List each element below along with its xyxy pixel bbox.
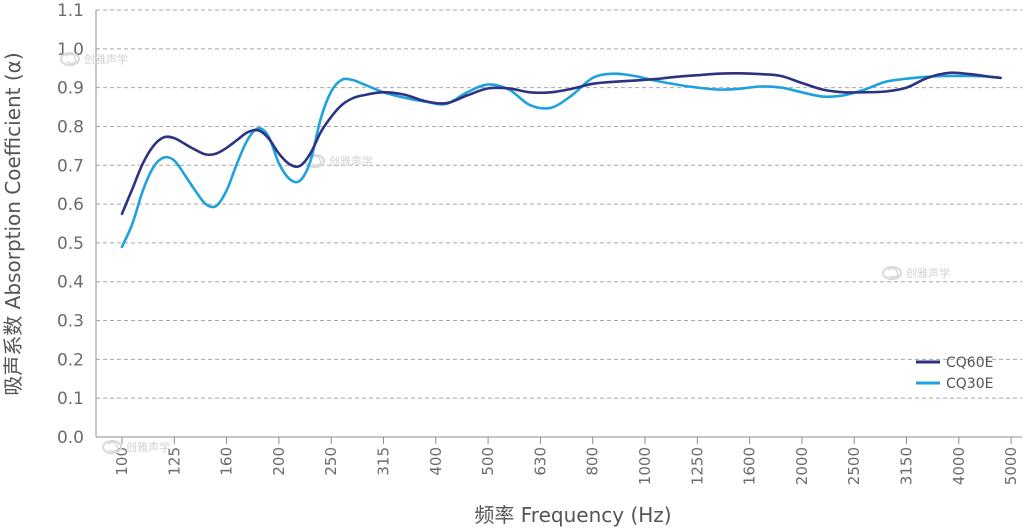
x-tick-label: 400 [427, 447, 445, 476]
y-tick-label: 0.3 [57, 312, 84, 332]
y-tick-label: 1.1 [57, 1, 84, 21]
grid-lines [96, 9, 1022, 399]
y-tick-label: 0.7 [57, 156, 84, 176]
y-tick-label: 0.5 [57, 234, 84, 254]
swirl-stroke [65, 53, 77, 65]
x-tick-label: 315 [375, 447, 393, 476]
swirl-logo-icon [60, 52, 80, 66]
x-tick-label: 160 [218, 447, 236, 476]
x-tick-label: 2500 [845, 447, 863, 485]
x-tick-label: 630 [531, 447, 549, 476]
x-tick-label: 100 [113, 447, 131, 476]
watermark-text: 创雅声学 [126, 440, 170, 454]
y-tick-label: 0.9 [57, 79, 84, 99]
watermark: 创雅声学 [882, 266, 950, 280]
x-tick-label: 1600 [741, 447, 759, 485]
watermark: 创雅声学 [60, 52, 128, 66]
x-tick-label: 1250 [688, 447, 706, 485]
legend: CQ60E CQ30E [916, 355, 993, 392]
x-tick-label: 5000 [1002, 447, 1020, 485]
y-tick-labels: 0.00.10.20.30.40.50.60.70.80.91.01.1 [57, 1, 84, 448]
swirl-stroke [887, 267, 899, 279]
x-tick-label: 125 [165, 447, 183, 476]
x-tick-label: 800 [584, 447, 602, 476]
series-line-cq30e [120, 72, 1002, 249]
x-tick-label: 2000 [793, 447, 811, 485]
x-tick-label: 1000 [636, 447, 654, 485]
x-tick-labels: 100 125 160 200 250 315 400 500 630 800 1000 1250 16… [113, 447, 1020, 485]
y-tick-label: 0.6 [57, 195, 84, 215]
x-axis-title: 频率 Frequency (Hz) [474, 503, 671, 527]
y-tick-label: 0.4 [57, 273, 84, 293]
x-tick-label: 3150 [898, 447, 916, 485]
watermark-text: 创雅声学 [84, 52, 128, 66]
x-tick-label: 500 [479, 447, 497, 476]
watermark-text: 创雅声学 [906, 266, 950, 280]
axes [95, 10, 1022, 444]
x-tick-label: 250 [322, 447, 340, 476]
y-tick-label: 0.8 [57, 117, 84, 137]
y-axis-title: 吸声系数 Absorption Coefficient (α) [1, 52, 25, 395]
x-tick-label: 200 [270, 447, 288, 476]
y-tick-label: 0.2 [57, 350, 84, 370]
swirl-stroke [107, 441, 119, 453]
x-tick-label: 4000 [950, 447, 968, 485]
watermark: 创雅声学 [305, 154, 373, 168]
legend-label: CQ60E [946, 355, 993, 371]
legend-label: CQ30E [946, 376, 993, 392]
swirl-logo-icon [102, 440, 122, 454]
series-line-cq60e [120, 71, 1002, 216]
watermark: 创雅声学 [102, 440, 170, 454]
y-tick-label: 0.0 [57, 428, 84, 448]
y-tick-label: 0.1 [57, 389, 84, 409]
watermark-text: 创雅声学 [329, 154, 373, 168]
swirl-logo-icon [882, 266, 902, 280]
swirl-stroke [310, 155, 322, 167]
series-lines [120, 71, 1002, 249]
